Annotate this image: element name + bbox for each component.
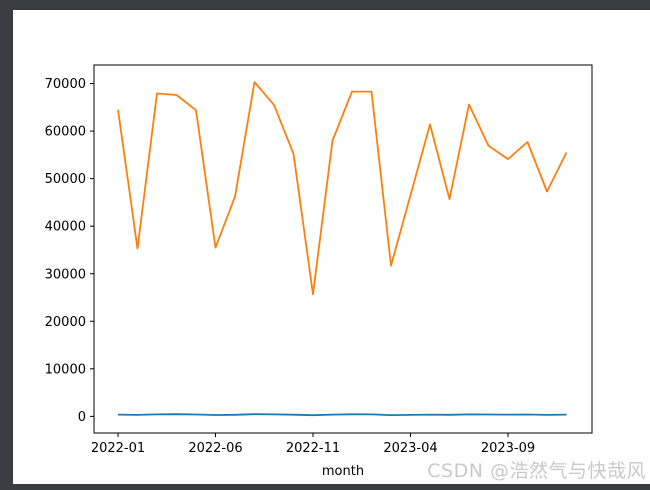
y-axis: 0 10000 20000 30000 40000 50000 60000 70000 xyxy=(45,77,94,425)
y-tick-label: 0 xyxy=(78,410,86,425)
x-tick-label: 2022-06 xyxy=(188,441,242,456)
y-tick-label: 10000 xyxy=(45,362,86,377)
x-tick-label: 2022-11 xyxy=(286,441,340,456)
x-axis: 2022-01 2022-06 2022-11 2023-04 2023-09 xyxy=(91,433,535,456)
x-axis-title: month xyxy=(322,464,364,479)
y-tick-label: 40000 xyxy=(45,220,86,235)
figure-canvas: 0 10000 20000 30000 40000 50000 60000 70000 2022… xyxy=(13,10,650,484)
y-tick-label: 60000 xyxy=(45,125,86,140)
y-tick-label: 20000 xyxy=(45,315,86,330)
plot-area xyxy=(93,64,593,434)
line-chart: 0 10000 20000 30000 40000 50000 60000 70000 2022… xyxy=(45,64,593,479)
x-tick-label: 2022-01 xyxy=(91,441,145,456)
y-tick-label: 30000 xyxy=(45,267,86,282)
y-tick-label: 50000 xyxy=(45,172,86,187)
watermark: CSDN @浩然气与快哉风 xyxy=(427,460,646,482)
orange-series-line xyxy=(117,81,568,296)
x-tick-label: 2023-09 xyxy=(481,441,535,456)
x-tick-label: 2023-04 xyxy=(383,441,437,456)
y-tick-label: 70000 xyxy=(45,77,86,92)
blue-series-line xyxy=(117,413,567,417)
